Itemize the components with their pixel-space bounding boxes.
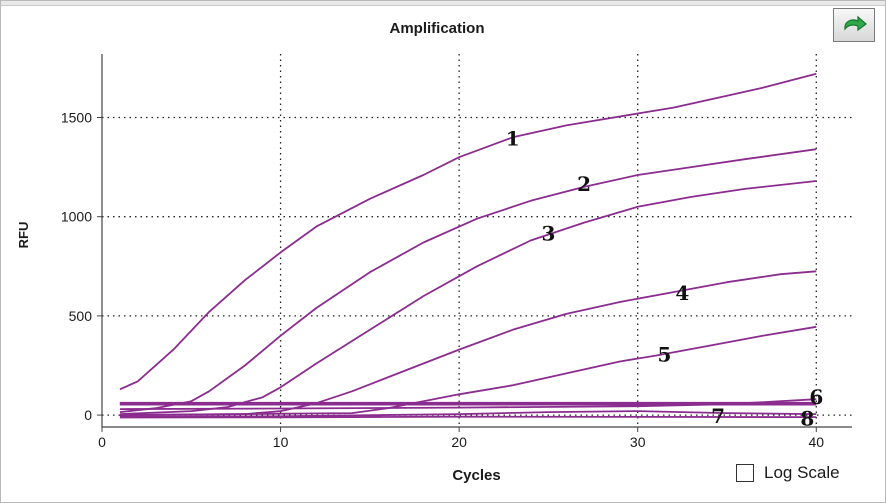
series-label-5: 5: [658, 343, 672, 367]
x-tick-label: 20: [451, 434, 467, 450]
y-tick-label: 0: [84, 407, 92, 423]
series-line-3: [119, 180, 817, 415]
log-scale-checkbox[interactable]: [736, 464, 754, 482]
x-tick-label: 10: [273, 434, 289, 450]
green-refresh-arrow-icon: [844, 15, 868, 32]
y-axis-label: RFU: [16, 221, 31, 249]
series-label-7: 7: [711, 404, 725, 428]
log-scale-label: Log Scale: [764, 463, 840, 482]
x-tick-label: 30: [630, 434, 646, 450]
series-label-6: 6: [809, 385, 823, 409]
series-label-3: 3: [541, 222, 555, 246]
refresh-button[interactable]: [833, 8, 875, 42]
series-label-4: 4: [675, 281, 689, 305]
y-tick-label: 500: [69, 308, 93, 324]
series-line-5: [119, 325, 817, 416]
x-tick-label: 0: [98, 434, 106, 450]
series-line-6: [119, 398, 817, 410]
series-line-7: [119, 410, 817, 418]
y-tick-label: 1000: [61, 209, 92, 225]
panel-top-edge: [1, 1, 885, 6]
series-label-2: 2: [577, 172, 591, 196]
series-label-1: 1: [506, 126, 520, 150]
chart-title: Amplification: [389, 20, 485, 37]
log-scale-toggle[interactable]: Log Scale: [736, 461, 840, 485]
series-line-1: [119, 72, 817, 391]
x-tick-label: 40: [808, 434, 824, 450]
y-tick-label: 1500: [61, 109, 92, 125]
series-line-8: [119, 415, 817, 419]
series-label-8: 8: [800, 406, 814, 430]
series-line-2: [119, 148, 817, 413]
x-axis-label: Cycles: [452, 467, 501, 484]
